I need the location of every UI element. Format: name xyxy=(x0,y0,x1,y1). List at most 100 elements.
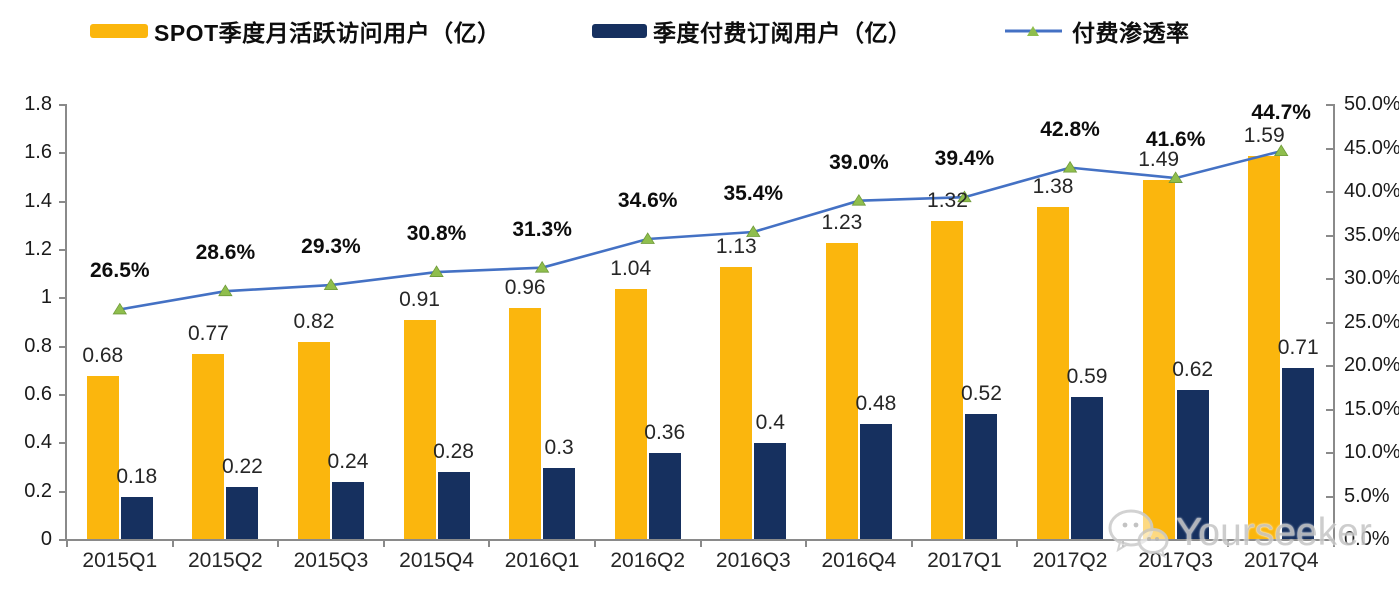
penetration-label: 35.4% xyxy=(723,182,784,206)
x-axis-tick xyxy=(910,540,913,547)
y-axis-left-label: 1.2 xyxy=(24,238,52,260)
y-axis-right-tick xyxy=(1326,278,1333,280)
y-axis-right-label: 50.0% xyxy=(1344,93,1399,115)
bar-label-subs: 0.52 xyxy=(961,382,1002,406)
penetration-line-path xyxy=(119,149,1282,311)
x-axis-label: 2016Q2 xyxy=(610,549,686,572)
bar-label-mau: 1.59 xyxy=(1243,123,1285,147)
legend-item-penetration: 付费渗透率 xyxy=(1004,16,1190,46)
penetration-marker-icon xyxy=(429,265,444,277)
watermark: Yourseeker xyxy=(1106,508,1372,558)
legend-item-subs: 季度付费订阅用户（亿） xyxy=(592,16,912,46)
penetration-marker-icon xyxy=(640,232,655,244)
x-axis-label: 2017Q3 xyxy=(1138,549,1213,572)
bar-mau xyxy=(297,341,330,540)
y-axis-right-label: 25.0% xyxy=(1344,310,1399,333)
x-axis-label: 2017Q2 xyxy=(1032,549,1108,572)
bar-mau xyxy=(1248,155,1281,540)
bar-subs xyxy=(859,424,892,540)
bar-label-mau: 0.68 xyxy=(82,343,124,367)
x-axis-label: 2015Q1 xyxy=(82,549,158,572)
y-axis-left-tick xyxy=(59,104,66,106)
y-axis-right-label: 35.0% xyxy=(1344,223,1399,246)
legend-item-mau: SPOT季度月活跃访问用户（亿） xyxy=(90,16,501,46)
x-axis-tick xyxy=(488,540,491,547)
bar-mau xyxy=(509,308,542,540)
penetration-marker-icon xyxy=(323,278,339,290)
x-axis-tick xyxy=(1227,540,1230,547)
bar-subs xyxy=(226,486,259,540)
x-axis-tick xyxy=(1016,540,1019,547)
x-axis-label: 2016Q3 xyxy=(715,549,791,572)
y-axis-left-label: 1.4 xyxy=(24,189,52,212)
penetration-label: 39.0% xyxy=(829,150,889,174)
y-axis-right-label: 5.0% xyxy=(1344,484,1390,507)
y-axis-right-label: 10.0% xyxy=(1344,441,1399,463)
bar-label-mau: 0.82 xyxy=(293,309,335,333)
wechat-icon xyxy=(1108,509,1169,558)
y-axis-left-tick xyxy=(59,490,66,493)
bar-label-subs: 0.71 xyxy=(1277,336,1319,360)
y-axis-left-label: 0.6 xyxy=(24,383,52,405)
y-axis-left-line xyxy=(65,104,67,541)
y-axis-right-tick xyxy=(1326,539,1333,541)
x-axis-tick xyxy=(593,540,596,547)
x-axis-tick xyxy=(699,540,702,547)
bar-mau xyxy=(614,288,647,540)
penetration-label: 44.7% xyxy=(1251,101,1311,125)
y-axis-right-tick xyxy=(1326,234,1333,237)
legend-label-mau: SPOT季度月活跃访问用户（亿） xyxy=(154,20,501,46)
y-axis-right-tick xyxy=(1326,321,1333,324)
x-axis-tick xyxy=(805,540,808,547)
penetration-marker-icon xyxy=(534,260,550,273)
y-axis-left-tick xyxy=(59,297,66,300)
penetration-label: 34.6% xyxy=(617,188,678,212)
x-axis-tick xyxy=(66,540,68,547)
penetration-label: 31.3% xyxy=(512,217,572,241)
bar-label-mau: 1.23 xyxy=(821,210,863,234)
legend-line-marker-icon xyxy=(1005,26,1062,36)
penetration-label: 29.3% xyxy=(301,235,361,259)
y-axis-left-label: 0.4 xyxy=(24,431,52,454)
y-axis-left-tick xyxy=(59,345,66,348)
y-axis-right-tick xyxy=(1326,147,1333,150)
y-axis-right-line xyxy=(1333,104,1335,541)
y-axis-right-tick xyxy=(1326,365,1333,367)
bar-subs xyxy=(1071,397,1104,540)
bar-label-subs: 0.18 xyxy=(116,464,158,488)
bar-subs xyxy=(1176,390,1209,540)
y-axis-right-tick xyxy=(1326,452,1333,454)
bar-mau xyxy=(720,266,753,540)
legend-label-penetration: 付费渗透率 xyxy=(1072,20,1190,46)
x-axis-label: 2016Q1 xyxy=(504,549,580,572)
y-axis-left-tick xyxy=(59,152,66,155)
y-axis-left-label: 0 xyxy=(40,528,52,550)
y-axis-right-label: 0.0% xyxy=(1344,528,1390,550)
bar-label-mau: 1.49 xyxy=(1138,147,1180,171)
x-axis-label: 2017Q4 xyxy=(1243,549,1319,572)
y-axis-left-label: 1.6 xyxy=(24,141,52,164)
y-axis-right-tick xyxy=(1326,104,1333,106)
legend-swatch-subs xyxy=(592,24,647,38)
y-axis-left-tick xyxy=(59,394,66,396)
legend-swatch-mau xyxy=(90,24,148,38)
bar-mau xyxy=(825,242,858,540)
penetration-label: 26.5% xyxy=(90,259,150,283)
bar-mau xyxy=(192,353,225,540)
y-axis-left-tick xyxy=(59,539,66,541)
penetration-label: 42.8% xyxy=(1040,117,1100,141)
bar-label-mau: 1.13 xyxy=(715,234,757,258)
y-axis-left-tick xyxy=(59,442,66,445)
bar-label-mau: 1.38 xyxy=(1032,174,1074,198)
bar-mau xyxy=(86,375,119,540)
y-axis-right-tick xyxy=(1326,408,1333,411)
x-axis-tick xyxy=(1333,540,1335,547)
bar-subs xyxy=(754,443,787,540)
penetration-marker-icon xyxy=(851,193,867,206)
bar-mau xyxy=(1142,179,1175,540)
bar-subs xyxy=(437,472,470,540)
bar-label-mau: 0.91 xyxy=(399,288,440,312)
penetration-label: 39.4% xyxy=(934,147,995,171)
bar-subs xyxy=(543,467,576,540)
